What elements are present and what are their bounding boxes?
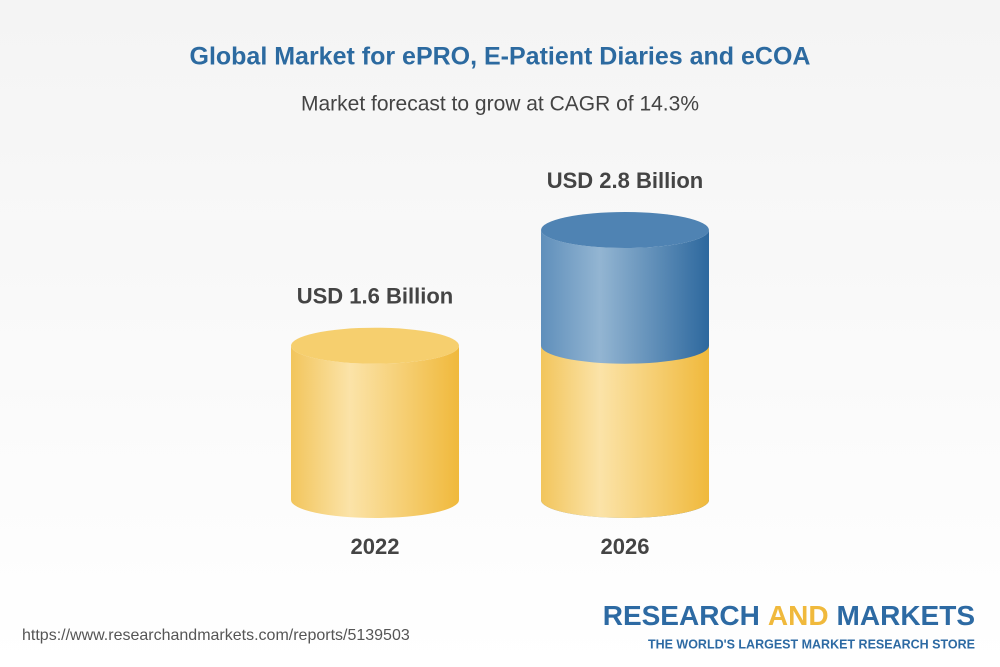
chart-title: Global Market for ePRO, E-Patient Diarie… bbox=[190, 43, 811, 71]
cylinder-top bbox=[291, 327, 459, 364]
tagline: THE WORLD'S LARGEST MARKET RESEARCH STOR… bbox=[648, 637, 975, 651]
value-label: USD 2.8 Billion bbox=[547, 168, 703, 193]
cylinder-top bbox=[541, 212, 709, 248]
source-url: https://www.researchandmarkets.com/repor… bbox=[22, 627, 410, 644]
x-tick-label: 2022 bbox=[351, 534, 400, 559]
x-tick-label: 2026 bbox=[601, 534, 650, 559]
value-label: USD 1.6 Billion bbox=[297, 284, 453, 309]
brand-word: RESEARCH bbox=[603, 600, 760, 631]
brand: RESEARCH AND MARKETS bbox=[603, 600, 975, 631]
brand-word: AND bbox=[768, 600, 829, 631]
chart-subtitle: Market forecast to grow at CAGR of 14.3% bbox=[301, 93, 699, 116]
base-segment bbox=[541, 345, 709, 518]
brand-word: MARKETS bbox=[837, 600, 975, 631]
cylinder-body bbox=[291, 345, 459, 518]
